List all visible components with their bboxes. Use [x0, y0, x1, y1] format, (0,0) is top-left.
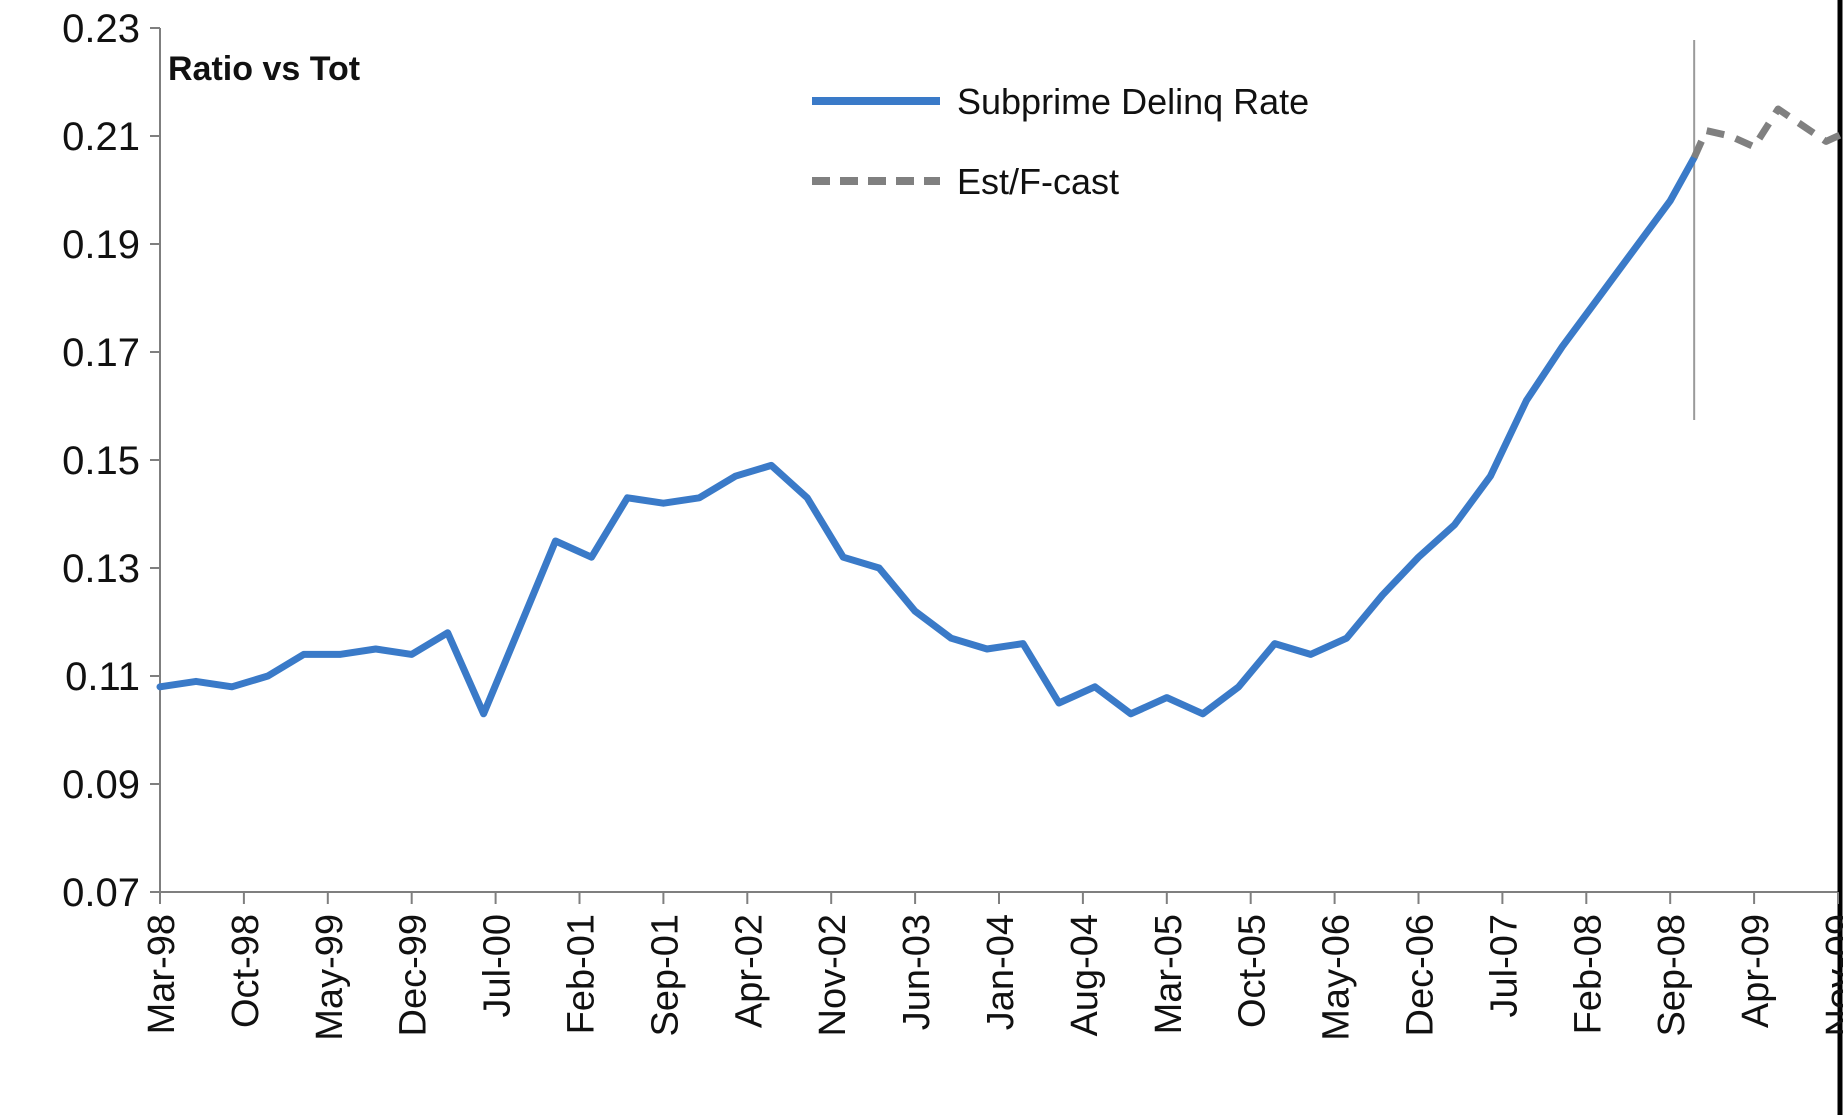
y-tick-label: 0.07 [62, 871, 140, 915]
x-tick-label: Oct-05 [1232, 914, 1274, 1028]
y-tick-label: 0.13 [62, 547, 140, 591]
y-tick-label: 0.15 [62, 439, 140, 483]
x-tick-label: Jan-04 [980, 914, 1022, 1030]
x-tick-label: May-99 [309, 914, 351, 1041]
axes [150, 0, 1843, 1115]
legend-label-subprime: Subprime Delinq Rate [957, 81, 1309, 122]
x-tick-label: Mar-98 [141, 914, 183, 1034]
series-line-subprime-delinq-rate [156, 154, 1698, 718]
x-tick-label: Feb-01 [561, 914, 603, 1034]
y-tick-label: 0.11 [65, 655, 140, 699]
y-tick-label: 0.17 [62, 331, 140, 375]
x-tick-label: Jul-00 [477, 914, 519, 1018]
x-tick-label: Feb-08 [1567, 914, 1609, 1034]
x-tick-label: Jun-03 [896, 914, 938, 1030]
x-tick-label: Sep-08 [1651, 914, 1693, 1037]
x-tick-label: Dec-99 [393, 914, 435, 1037]
x-tick-label: Sep-01 [644, 914, 686, 1037]
x-tick-labels: Mar-98 Oct-98 May-99 Dec-99 Jul-00 Feb-01 Sep-… [141, 914, 1843, 1041]
y-tick-label: 0.19 [62, 223, 140, 267]
y-tick-label: 0.09 [62, 763, 140, 807]
x-tick-label: Nov-02 [812, 914, 854, 1037]
legend: Subprime Delinq Rate Est/F-cast [812, 81, 1309, 202]
x-tick-label: Oct-98 [225, 914, 267, 1028]
series-lines [156, 105, 1843, 718]
y-tick-label: 0.21 [62, 115, 140, 159]
x-tick-label: Apr-09 [1735, 914, 1777, 1028]
x-tick-label: May-06 [1316, 914, 1358, 1041]
x-tick-label: Mar-05 [1148, 914, 1190, 1034]
x-tick-label: Jul-07 [1483, 914, 1525, 1018]
series-line-est-fcast [1691, 105, 1843, 160]
legend-label-forecast: Est/F-cast [957, 161, 1119, 202]
y-tick-label: 0.23 [62, 7, 140, 51]
x-tick-label: Nov-09 [1819, 914, 1843, 1037]
x-tick-label: Aug-04 [1064, 914, 1106, 1037]
x-tick-label: Apr-02 [728, 914, 770, 1028]
x-tick-label: Dec-06 [1400, 914, 1442, 1037]
y-tick-labels: 0.07 0.09 0.11 0.13 0.15 0.17 0.19 0.21 0.23 [62, 7, 140, 915]
chart-title: Ratio vs Tot [168, 50, 360, 88]
